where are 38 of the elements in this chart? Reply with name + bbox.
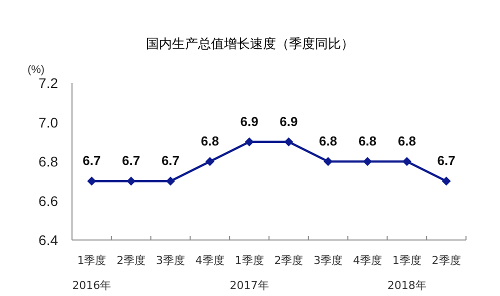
x-tick-label: 4季度 bbox=[353, 254, 382, 267]
y-tick-label: 6.6 bbox=[38, 192, 58, 209]
x-tick-label: 3季度 bbox=[314, 254, 343, 267]
text: 2017年 bbox=[230, 279, 269, 292]
data-label: 6.7 bbox=[161, 153, 180, 168]
point bbox=[126, 176, 136, 186]
data-label: 6.8 bbox=[200, 134, 219, 148]
data-label: 6.8 bbox=[319, 134, 338, 148]
x-tick-label: 3季度 bbox=[156, 254, 185, 267]
y-tick-label: 6.8 bbox=[38, 154, 58, 170]
data-label: 6.8 bbox=[398, 134, 416, 148]
data-label: 6.9 bbox=[280, 114, 298, 129]
y-tick-label: 7.0 bbox=[38, 114, 58, 130]
x-tick-label: 2季度 bbox=[432, 254, 461, 267]
chart-title: 国内生产总值增长速度（季度同比） bbox=[146, 36, 354, 52]
x-tick-label: 1季度 bbox=[234, 254, 264, 267]
x-tick-label: 2季度 bbox=[116, 254, 146, 267]
y-axis-title: (%) bbox=[27, 64, 45, 76]
point bbox=[244, 137, 254, 146]
data-label: 6.8 bbox=[358, 134, 377, 148]
y-tick-label: 7.2 bbox=[38, 75, 58, 91]
data-label: 6.9 bbox=[240, 114, 258, 129]
data-label: 6.7 bbox=[122, 153, 140, 168]
point bbox=[87, 176, 96, 186]
y-tick-label: 6.4 bbox=[38, 232, 58, 248]
point bbox=[363, 157, 372, 166]
text: 2016年 bbox=[72, 279, 112, 292]
x-tick-label: 1季度 bbox=[77, 254, 106, 267]
text: 2018年 bbox=[387, 279, 426, 292]
point bbox=[284, 137, 294, 146]
x-tick-label: 1季度 bbox=[392, 254, 422, 267]
point bbox=[205, 157, 214, 166]
x-tick-label: 4季度 bbox=[195, 254, 224, 267]
data-label: 6.7 bbox=[82, 153, 101, 168]
data-label: 6.7 bbox=[437, 153, 456, 168]
point bbox=[442, 176, 451, 186]
x-tick-label: 2季度 bbox=[274, 254, 304, 267]
point bbox=[166, 176, 175, 186]
